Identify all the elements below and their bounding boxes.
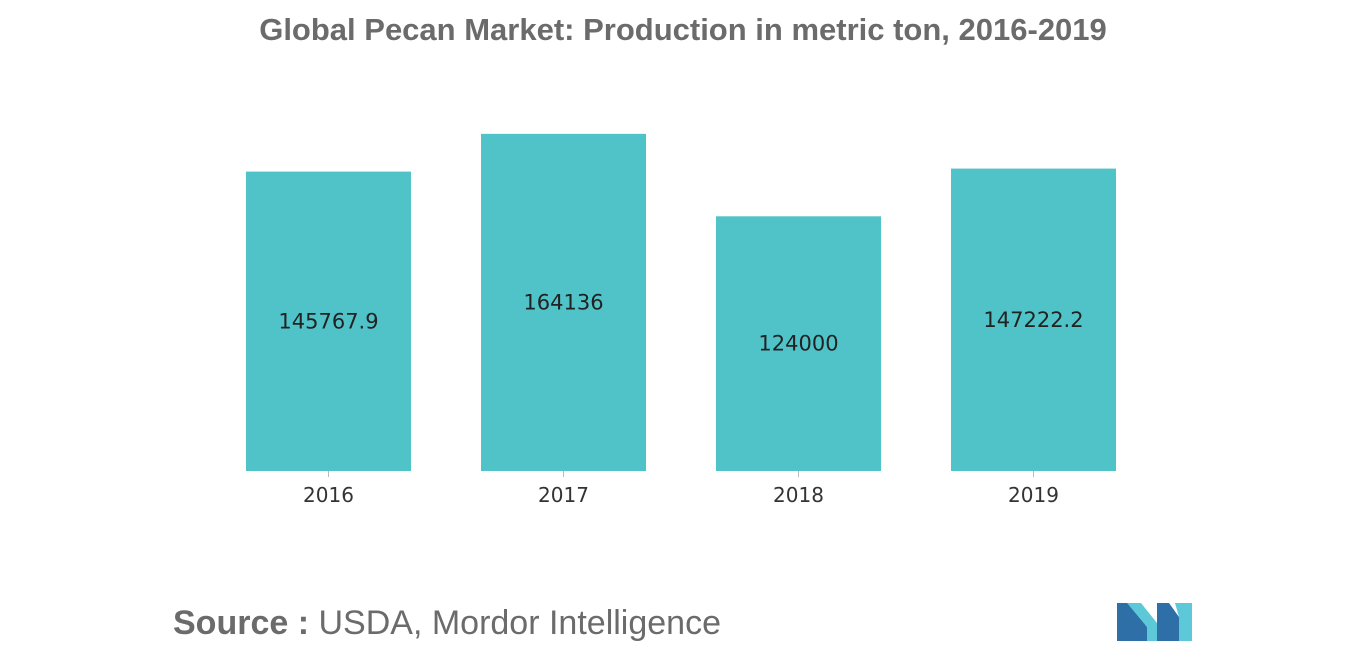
- bar-2016: [246, 171, 411, 472]
- mordor-intelligence-logo-icon: [1117, 603, 1192, 641]
- x-tick-label-2019: 2019: [1008, 483, 1059, 507]
- bar-value-labels: 145767.9 164136 124000 147222.2: [278, 290, 1083, 355]
- bar-value-label-2019: 147222.2: [983, 308, 1083, 332]
- x-tick-label-2017: 2017: [538, 483, 589, 507]
- source-text: USDA, Mordor Intelligence: [309, 604, 721, 642]
- chart-title: Global Pecan Market: Production in metri…: [259, 12, 1107, 47]
- bar-value-label-2018: 124000: [758, 332, 838, 356]
- bar-value-label-2016: 145767.9: [278, 309, 378, 333]
- bar-value-label-2017: 164136: [523, 290, 603, 314]
- source-note: Source : USDA, Mordor Intelligence: [173, 604, 721, 643]
- bar-2017: [481, 133, 646, 472]
- bar-2018: [716, 216, 881, 471]
- x-tick-label-2016: 2016: [303, 483, 354, 507]
- source-label: Source :: [173, 604, 310, 642]
- bars-group: [246, 133, 1116, 472]
- x-axis-ticks: 2016 2017 2018 2019: [303, 471, 1059, 507]
- x-tick-label-2018: 2018: [773, 483, 824, 507]
- bar-2019: [951, 168, 1116, 471]
